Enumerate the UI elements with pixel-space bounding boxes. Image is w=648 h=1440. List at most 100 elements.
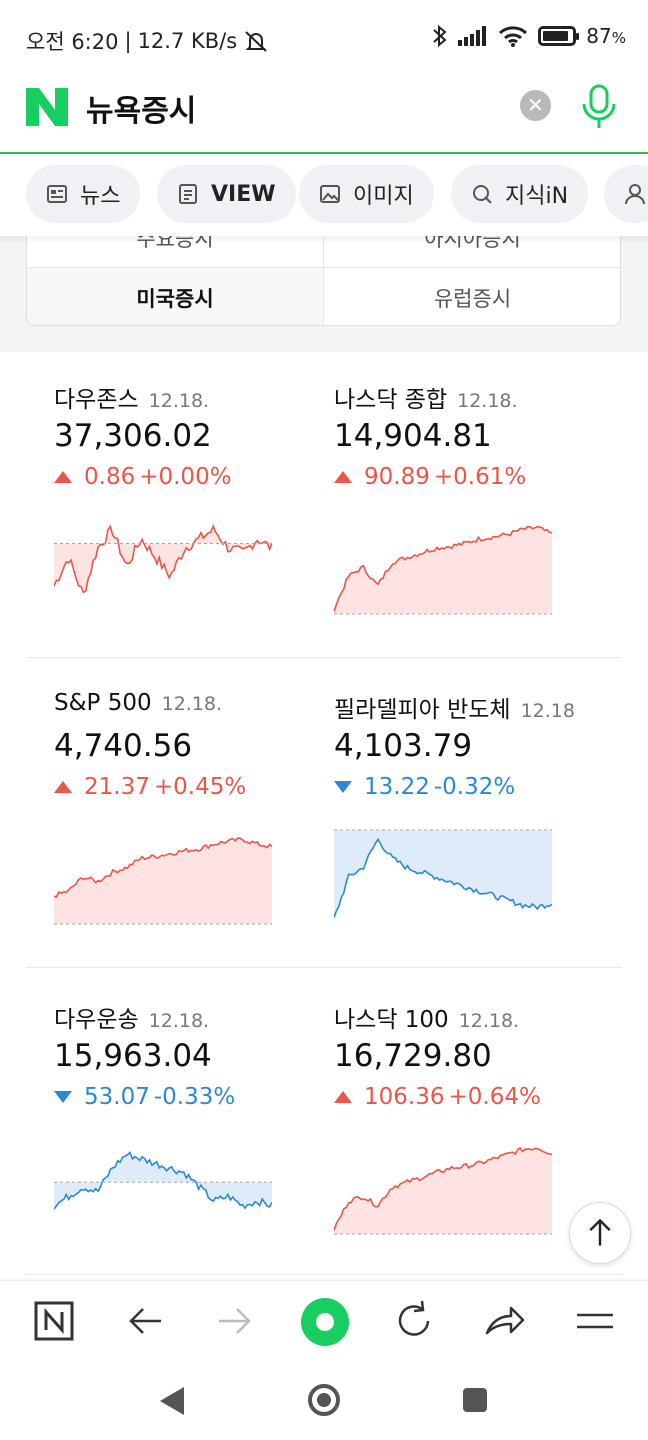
row-divider	[26, 967, 622, 968]
tab-news[interactable]: 뉴스	[26, 165, 141, 223]
sparkline-area	[334, 830, 552, 918]
sparkline-chart	[334, 525, 552, 615]
sparkline-line	[54, 1150, 272, 1210]
tab-kin-label: 지식iN	[505, 184, 569, 209]
refresh-icon[interactable]	[392, 1299, 436, 1343]
stock-card-nasdaq[interactable]: 나스닥 종합 12.18. 14,904.81 90.89 +0.61%	[334, 352, 614, 642]
stock-date: 12.18.	[161, 693, 223, 715]
change-percent: +0.45%	[153, 774, 247, 800]
change-amount: 53.07	[84, 1084, 150, 1110]
stock-name: 다우운송 12.18.	[54, 1007, 210, 1033]
change-arrow-icon	[334, 1091, 352, 1103]
signal-icon	[458, 26, 487, 46]
stock-change: 0.86 +0.00%	[54, 464, 232, 490]
recent-apps-icon[interactable]	[463, 1388, 487, 1412]
status-bar: 오전 6:20 | 12.7 KB/s	[0, 0, 648, 78]
search-bar: 뉴욕증시 ✕	[0, 78, 648, 154]
battery-percent: 87%	[586, 24, 626, 48]
change-percent: +0.00%	[139, 464, 232, 490]
person-icon	[625, 184, 645, 205]
stock-value: 16,729.80	[334, 1038, 492, 1074]
microphone-icon[interactable]	[580, 84, 618, 130]
stock-date: 12.18.	[148, 390, 210, 412]
status-time: 오전 6:20	[26, 30, 119, 54]
stock-card-sp500[interactable]: S&P 500 12.18. 4,740.56 21.37 +0.45%	[54, 662, 334, 952]
stock-value: 14,904.81	[334, 418, 492, 454]
scroll-to-top-button[interactable]	[569, 1202, 631, 1264]
sparkline-area	[334, 526, 552, 614]
naver-home-icon[interactable]	[32, 1299, 76, 1343]
stock-name: 나스닥 100 12.18.	[334, 1007, 520, 1033]
sparkline-chart	[54, 523, 272, 594]
tab-view[interactable]: VIEW	[157, 165, 296, 223]
forward-arrow-icon[interactable]	[213, 1299, 257, 1343]
news-icon	[47, 185, 67, 203]
menu-icon[interactable]	[573, 1299, 617, 1343]
change-amount: 0.86	[84, 464, 136, 490]
stock-change: 53.07 -0.33%	[54, 1084, 235, 1110]
sparkline-chart	[54, 1150, 272, 1210]
sparkline-chart	[334, 829, 552, 918]
tab-people[interactable]	[604, 165, 648, 223]
document-icon	[179, 184, 197, 204]
change-arrow-icon	[334, 781, 352, 793]
image-icon	[320, 185, 340, 203]
tab-image[interactable]: 이미지	[299, 165, 434, 223]
stock-card-dow[interactable]: 다우존스 12.18. 37,306.02 0.86 +0.00%	[54, 352, 334, 642]
status-left: 오전 6:20 | 12.7 KB/s	[26, 26, 269, 56]
status-right: 87%	[432, 24, 626, 48]
tab-news-label: 뉴스	[80, 184, 121, 209]
sparkline-chart	[334, 1146, 552, 1235]
back-arrow-icon[interactable]	[123, 1299, 167, 1343]
row-divider	[26, 1274, 622, 1275]
sparkline-line	[54, 523, 272, 594]
close-icon: ✕	[527, 93, 544, 117]
battery-fill	[543, 31, 568, 41]
status-separator: |	[124, 29, 132, 53]
change-amount: 106.36	[364, 1084, 445, 1110]
search-input[interactable]: 뉴욕증시	[86, 94, 197, 129]
region-tab-us[interactable]: 미국증시	[27, 268, 324, 325]
bluetooth-icon	[433, 24, 447, 48]
clear-search-button[interactable]: ✕	[520, 90, 551, 121]
change-amount: 90.89	[364, 464, 430, 490]
sparkline-area	[54, 1152, 272, 1210]
change-arrow-icon	[334, 471, 352, 483]
region-tab-europe[interactable]: 유럽증시	[433, 286, 512, 311]
stock-card-dow-transport[interactable]: 다우운송 12.18. 15,963.04 53.07 -0.33%	[54, 972, 334, 1262]
change-percent: +0.61%	[433, 464, 527, 490]
tab-image-label: 이미지	[353, 184, 414, 209]
stock-grid: 다우존스 12.18. 37,306.02 0.86 +0.00% 나스닥 종합 1…	[0, 352, 648, 1280]
mute-notification-icon	[245, 31, 267, 52]
stock-date: 12.18.	[148, 1010, 210, 1032]
stock-card-sox[interactable]: 필라델피아 반도체 12.18 4,103.79 13.22 -0.32%	[334, 662, 614, 952]
share-icon[interactable]	[483, 1299, 527, 1343]
battery-icon	[538, 26, 580, 46]
green-home-icon[interactable]	[301, 1298, 349, 1346]
change-amount: 13.22	[364, 774, 430, 800]
change-percent: -0.32%	[433, 774, 516, 800]
sparkline-line	[334, 525, 552, 612]
home-circle-icon[interactable]	[308, 1384, 340, 1416]
tab-view-label: VIEW	[211, 181, 276, 207]
back-triangle-icon[interactable]	[160, 1387, 184, 1415]
region-tabs-section: 주요증시 아시아증시 미국증시 유럽증시	[0, 208, 648, 352]
stock-value: 37,306.02	[54, 418, 212, 454]
search-q-icon	[473, 185, 492, 204]
stock-card-nasdaq100[interactable]: 나스닥 100 12.18. 16,729.80 106.36 +0.64%	[334, 972, 614, 1262]
stock-name: 다우존스 12.18.	[54, 387, 210, 413]
stock-change: 21.37 +0.45%	[54, 774, 246, 800]
wifi-icon	[499, 26, 528, 47]
sparkline-line	[334, 1146, 552, 1231]
naver-logo-icon[interactable]	[26, 88, 68, 126]
change-arrow-icon	[54, 471, 72, 483]
stock-value: 4,103.79	[334, 728, 473, 764]
tab-kin[interactable]: 지식iN	[451, 165, 589, 223]
arrow-up-icon	[589, 1218, 611, 1246]
stock-date: 12.18.	[458, 1010, 520, 1032]
change-amount: 21.37	[84, 774, 150, 800]
stock-name: S&P 500 12.18.	[54, 690, 223, 716]
stock-value: 4,740.56	[54, 728, 193, 764]
stock-value: 15,963.04	[54, 1038, 212, 1074]
